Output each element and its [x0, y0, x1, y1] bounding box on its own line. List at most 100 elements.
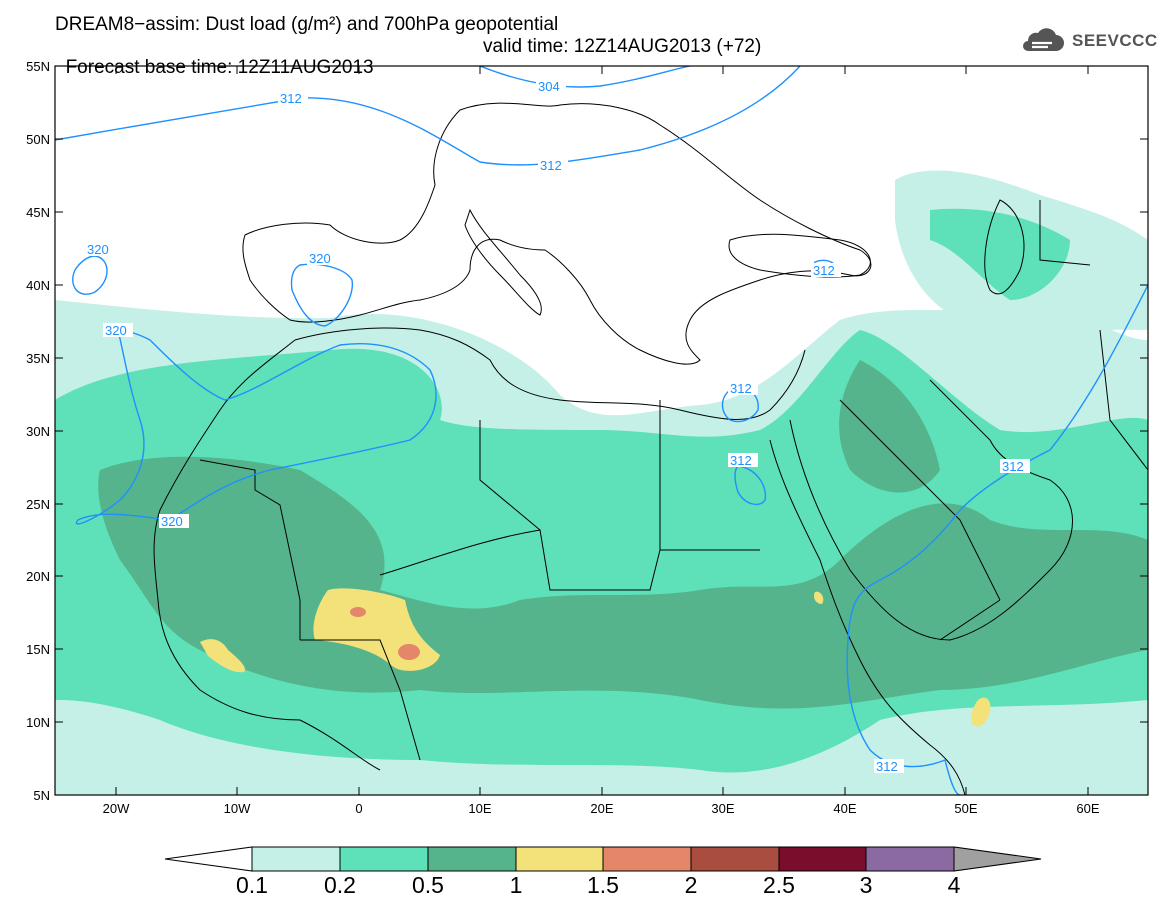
contour-304 [479, 66, 691, 88]
dust-region-high-west [200, 639, 246, 673]
lon-label-40e: 40E [833, 801, 856, 816]
base-time-label: Forecast base time: 12Z11AUG2013 [65, 57, 374, 78]
lat-axis: 55N 50N 45N 40N 35N 30N 25N 20N 15N 10N … [26, 59, 1148, 803]
lat-label-40n: 40N [26, 278, 50, 293]
border-1 [199, 459, 301, 640]
border-6 [1039, 200, 1148, 471]
lat-label-5n: 5N [33, 788, 50, 803]
contour-label-312-south: 312 [874, 759, 904, 774]
coast-red-sea-west [769, 439, 966, 795]
colorbar-label-5: 2 [685, 872, 698, 898]
contour-label-320-sahara: 320 [159, 514, 189, 529]
border-5 [839, 399, 1001, 641]
colorbar-bin-1 [339, 846, 429, 872]
colorbar-label-3: 1 [510, 872, 523, 898]
lat-label-50n: 50N [26, 132, 50, 147]
map-subtitle: Forecast base time: 12Z11AUG2013 valid t… [55, 36, 762, 99]
svg-text:320: 320 [309, 251, 331, 266]
colorbar-label-4: 1.5 [587, 872, 619, 898]
contour-312-sinai [734, 465, 767, 506]
dust-max-2 [398, 644, 420, 660]
colorbar-bin-4 [602, 846, 692, 872]
logo-text: SEEVCCC [1072, 31, 1158, 50]
lat-label-30n: 30N [26, 424, 50, 439]
svg-text:312: 312 [813, 263, 835, 278]
contour-label-312-nw: 312 [278, 91, 308, 106]
contour-312-north [55, 66, 801, 166]
lon-axis: 20W 10W 0 10E 20E 30E 40E 50E 60E [103, 66, 1100, 816]
coast-europe [242, 102, 872, 365]
lon-label-30e: 30E [711, 801, 734, 816]
lon-label-20w: 20W [103, 801, 130, 816]
lon-label-60e: 60E [1076, 801, 1099, 816]
colorbar-low-arrow [164, 846, 253, 872]
contour-320-iberia [290, 263, 354, 327]
border-4 [300, 639, 421, 761]
colorbar-label-6: 2.5 [763, 872, 795, 898]
lon-label-20e: 20E [590, 801, 613, 816]
svg-text:312: 312 [1002, 459, 1024, 474]
contour-320-atlantic [72, 255, 108, 295]
svg-text:312: 312 [730, 453, 752, 468]
svg-text:320: 320 [105, 323, 127, 338]
lat-label-35n: 35N [26, 351, 50, 366]
lat-label-25n: 25N [26, 497, 50, 512]
lat-label-10n: 10N [26, 715, 50, 730]
colorbar-label-8: 4 [948, 872, 961, 898]
lat-label-20n: 20N [26, 569, 50, 584]
svg-text:304: 304 [538, 79, 560, 94]
colorbar: 0.1 0.2 0.5 1 1.5 2 2.5 3 4 [164, 846, 1042, 898]
coast-arabia [789, 379, 1073, 641]
dust-region-high-ethiopia [813, 591, 824, 604]
map-title: DREAM8−assim: Dust load (g/m²) and 700hP… [55, 14, 559, 35]
colorbar-label-7: 3 [860, 872, 873, 898]
svg-text:312: 312 [730, 381, 752, 396]
colorbar-label-2: 0.5 [412, 872, 444, 898]
dust-region-medium-ne [930, 208, 1070, 300]
contour-label-320-w: 320 [103, 323, 133, 338]
coast-west-africa [153, 339, 381, 771]
contour-312-east [846, 284, 1148, 795]
dust-region-high-somalia [971, 697, 991, 727]
contour-label-312-sinai: 312 [728, 453, 758, 468]
lat-label-15n: 15N [26, 642, 50, 657]
lat-label-55n: 55N [26, 59, 50, 74]
lon-label-50e: 50E [954, 801, 977, 816]
lon-label-10w: 10W [224, 801, 251, 816]
cloud-icon [1023, 28, 1064, 51]
svg-text:320: 320 [87, 242, 109, 257]
dust-max-1 [350, 607, 366, 617]
coast-caspian [984, 199, 1025, 295]
contour-320-sahara [75, 329, 437, 525]
geopotential-contours [55, 66, 1148, 795]
lat-label-45n: 45N [26, 205, 50, 220]
colorbar-bin-3 [515, 846, 604, 872]
colorbar-bin-7 [865, 846, 955, 872]
valid-time-label: valid time: 12Z14AUG2013 (+72) [483, 36, 762, 57]
colorbar-bin-2 [427, 846, 517, 872]
coast-north-africa [294, 327, 806, 420]
seevccc-logo: SEEVCCC [1018, 26, 1158, 56]
colorbar-label-0: 0.1 [236, 872, 268, 898]
dust-fields [55, 170, 1148, 795]
colorbar-bin-5 [690, 846, 780, 872]
contour-label-312-gulf: 312 [1000, 459, 1030, 474]
lon-label-0: 0 [355, 801, 362, 816]
svg-text:312: 312 [540, 158, 562, 173]
svg-text:320: 320 [161, 514, 183, 529]
border-3 [479, 400, 661, 550]
contour-label-320-iberia: 320 [307, 251, 337, 266]
contour-label-304: 304 [536, 79, 566, 94]
contour-label-312-egypt: 312 [728, 381, 758, 396]
colorbar-bin-6 [778, 846, 867, 872]
dust-region-dark-arabia [839, 360, 940, 493]
border-2 [379, 529, 760, 591]
colorbar-bin-0 [251, 846, 341, 872]
svg-text:312: 312 [876, 759, 898, 774]
coast-black-sea [728, 233, 871, 278]
colorbar-high-arrow [953, 846, 1042, 872]
contour-labels: 312 304 312 320 320 320 320 312 312 312 … [85, 79, 1030, 774]
coastlines [153, 102, 1148, 795]
svg-text:312: 312 [280, 91, 302, 106]
